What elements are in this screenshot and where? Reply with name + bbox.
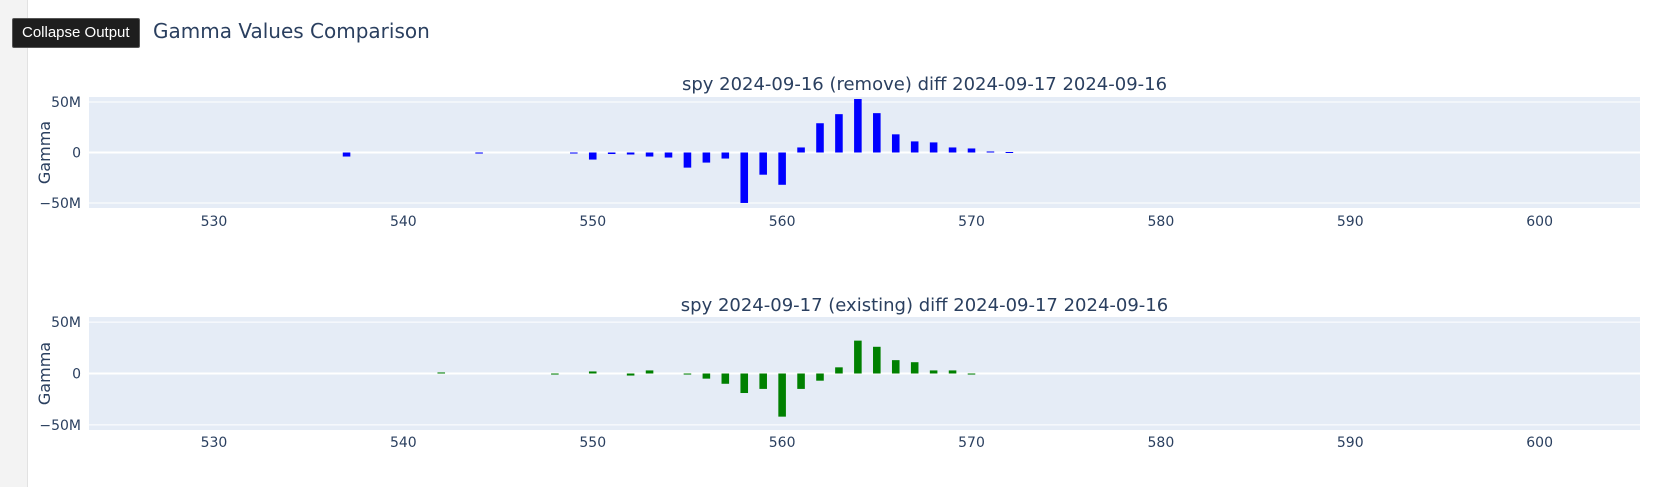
gamma-bar xyxy=(835,367,843,374)
gamma-bar xyxy=(891,360,900,374)
gamma-bar xyxy=(797,373,805,389)
x-tick-label: 580 xyxy=(1148,214,1175,230)
gamma-bar xyxy=(910,362,919,374)
gamma-bar xyxy=(1005,151,1014,153)
gamma-bar xyxy=(797,147,805,153)
gamma-bar xyxy=(702,152,711,163)
gamma-bar xyxy=(607,152,616,155)
gamma-bar xyxy=(683,152,692,168)
gamma-bar xyxy=(645,152,654,157)
gamma-bar xyxy=(986,151,995,153)
gamma-bar xyxy=(816,123,824,153)
y-tick-label: −50M xyxy=(39,196,81,212)
y-tick-label: 0 xyxy=(72,367,81,383)
output-gutter xyxy=(0,0,28,487)
chart-title: spy 2024-09-16 (remove) diff 2024-09-17 … xyxy=(682,74,1167,95)
gamma-bar xyxy=(683,373,692,375)
gamma-bar xyxy=(475,152,483,154)
x-tick-label: 580 xyxy=(1148,435,1175,451)
gamma-bar xyxy=(873,346,881,374)
y-axis-label: Gamma xyxy=(35,121,54,184)
gamma-bar xyxy=(740,152,749,203)
gamma-bar xyxy=(588,371,597,374)
y-tick-label: 50M xyxy=(51,315,81,331)
gamma-bar xyxy=(626,152,635,155)
gamma-chart-2: 50M 0 −50M 530 540 550 560 570 580 590 600 spy 2024… xyxy=(35,295,1640,451)
y-axis-label: Gamma xyxy=(35,342,54,405)
gamma-bar xyxy=(759,152,767,175)
gamma-bar xyxy=(948,147,957,153)
x-tick-label: 550 xyxy=(579,214,606,230)
gamma-bar xyxy=(702,373,711,379)
gamma-bar xyxy=(778,152,786,185)
collapse-output-button[interactable]: Collapse Output xyxy=(12,18,140,48)
gamma-bar xyxy=(948,370,957,374)
gamma-bar xyxy=(342,152,351,157)
gamma-bar xyxy=(778,373,786,417)
x-tick-label: 560 xyxy=(769,435,796,451)
x-tick-label: 590 xyxy=(1337,214,1364,230)
x-tick-label: 530 xyxy=(201,435,228,451)
y-tick-label: −50M xyxy=(39,418,81,434)
gamma-bar xyxy=(816,373,824,381)
gamma-bar xyxy=(664,152,673,158)
x-tick-label: 540 xyxy=(390,435,417,451)
gamma-bar xyxy=(967,148,976,153)
gamma-bar xyxy=(929,370,938,374)
gamma-bar xyxy=(551,373,559,375)
gamma-bar xyxy=(759,373,767,389)
x-tick-label: 570 xyxy=(958,435,985,451)
gamma-bar xyxy=(835,114,843,153)
gamma-bar xyxy=(854,340,862,374)
chart-title: spy 2024-09-17 (existing) diff 2024-09-1… xyxy=(681,295,1168,316)
x-tick-label: 530 xyxy=(201,214,228,230)
gamma-bar xyxy=(891,134,900,153)
y-tick-label: 50M xyxy=(51,95,81,111)
x-tick-label: 600 xyxy=(1526,214,1553,230)
x-tick-label: 550 xyxy=(579,435,606,451)
gamma-bar xyxy=(626,373,635,376)
x-tick-label: 560 xyxy=(769,214,796,230)
x-tick-label: 570 xyxy=(958,214,985,230)
gamma-bar xyxy=(721,373,730,384)
gamma-bar xyxy=(910,141,919,153)
y-tick-label: 0 xyxy=(72,146,81,162)
gamma-bar xyxy=(645,370,654,374)
gamma-bar xyxy=(740,373,749,394)
gamma-bar xyxy=(873,113,881,153)
gamma-bar xyxy=(588,152,597,160)
gamma-bar xyxy=(721,152,730,159)
gamma-bar xyxy=(854,99,862,153)
page-title: Gamma Values Comparison xyxy=(153,19,430,43)
x-tick-label: 600 xyxy=(1526,435,1553,451)
gamma-chart-1: 50M 0 −50M 530 540 550 560 570 580 590 600 spy 2024… xyxy=(35,74,1640,230)
gamma-bar xyxy=(437,372,446,374)
gamma-bar xyxy=(929,142,938,153)
gamma-bar xyxy=(967,373,976,375)
gamma-bar xyxy=(570,152,578,154)
x-tick-label: 540 xyxy=(390,214,417,230)
x-tick-label: 590 xyxy=(1337,435,1364,451)
